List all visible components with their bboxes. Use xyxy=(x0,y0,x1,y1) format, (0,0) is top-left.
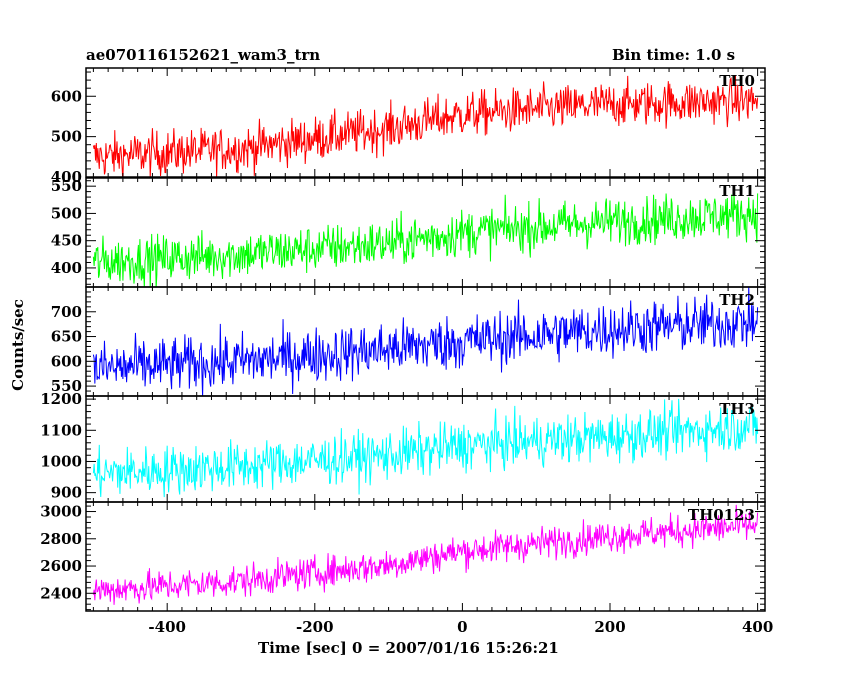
y-tick-label: 550 xyxy=(51,177,82,195)
y-tick-label: 400 xyxy=(51,168,82,186)
y-tick-label: 1200 xyxy=(40,390,82,408)
x-tick-label: 200 xyxy=(594,618,625,636)
y-tick-label: 550 xyxy=(51,377,82,395)
y-tick-label: 2400 xyxy=(40,584,82,602)
y-tick-label: 900 xyxy=(51,484,82,502)
series-line-th3 xyxy=(92,398,759,498)
x-tick-label: 0 xyxy=(457,618,467,636)
series-line-th1 xyxy=(92,192,759,287)
panel-frame-th0123 xyxy=(85,501,766,612)
panel-frame-th0 xyxy=(85,67,766,178)
y-tick-label: 2600 xyxy=(40,557,82,575)
y-tick-label: 650 xyxy=(51,328,82,346)
panel-label-th0123: TH0123 xyxy=(688,506,755,524)
x-tick-label: -200 xyxy=(296,618,334,636)
series-line-th0123 xyxy=(92,504,759,605)
x-tick-label: -400 xyxy=(148,618,186,636)
panel-label-th3: TH3 xyxy=(719,400,755,418)
y-tick-label: 450 xyxy=(51,232,82,250)
panel-label-th0: TH0 xyxy=(719,72,755,90)
y-tick-label: 1000 xyxy=(40,452,82,470)
panel-label-th2: TH2 xyxy=(719,291,755,309)
bin-time-label: Bin time: 1.0 s xyxy=(612,46,736,64)
y-tick-label: 600 xyxy=(51,87,82,105)
y-axis-label: Counts/sec xyxy=(9,299,27,391)
x-tick-label: 400 xyxy=(742,618,773,636)
chart-title: ae070116152621_wam3_trn xyxy=(86,46,321,64)
y-tick-label: 500 xyxy=(51,204,82,222)
y-tick-label: 2800 xyxy=(40,530,82,548)
y-tick-label: 500 xyxy=(51,128,82,146)
series-line-th0 xyxy=(92,75,759,177)
y-tick-label: 3000 xyxy=(40,503,82,521)
x-axis-label: Time [sec] 0 = 2007/01/16 15:26:21 xyxy=(258,639,559,657)
series-line-th2 xyxy=(92,287,759,396)
y-tick-label: 600 xyxy=(51,352,82,370)
y-tick-label: 400 xyxy=(51,259,82,277)
y-tick-label: 1100 xyxy=(40,421,82,439)
panel-label-th1: TH1 xyxy=(719,182,755,200)
y-tick-label: 700 xyxy=(51,303,82,321)
